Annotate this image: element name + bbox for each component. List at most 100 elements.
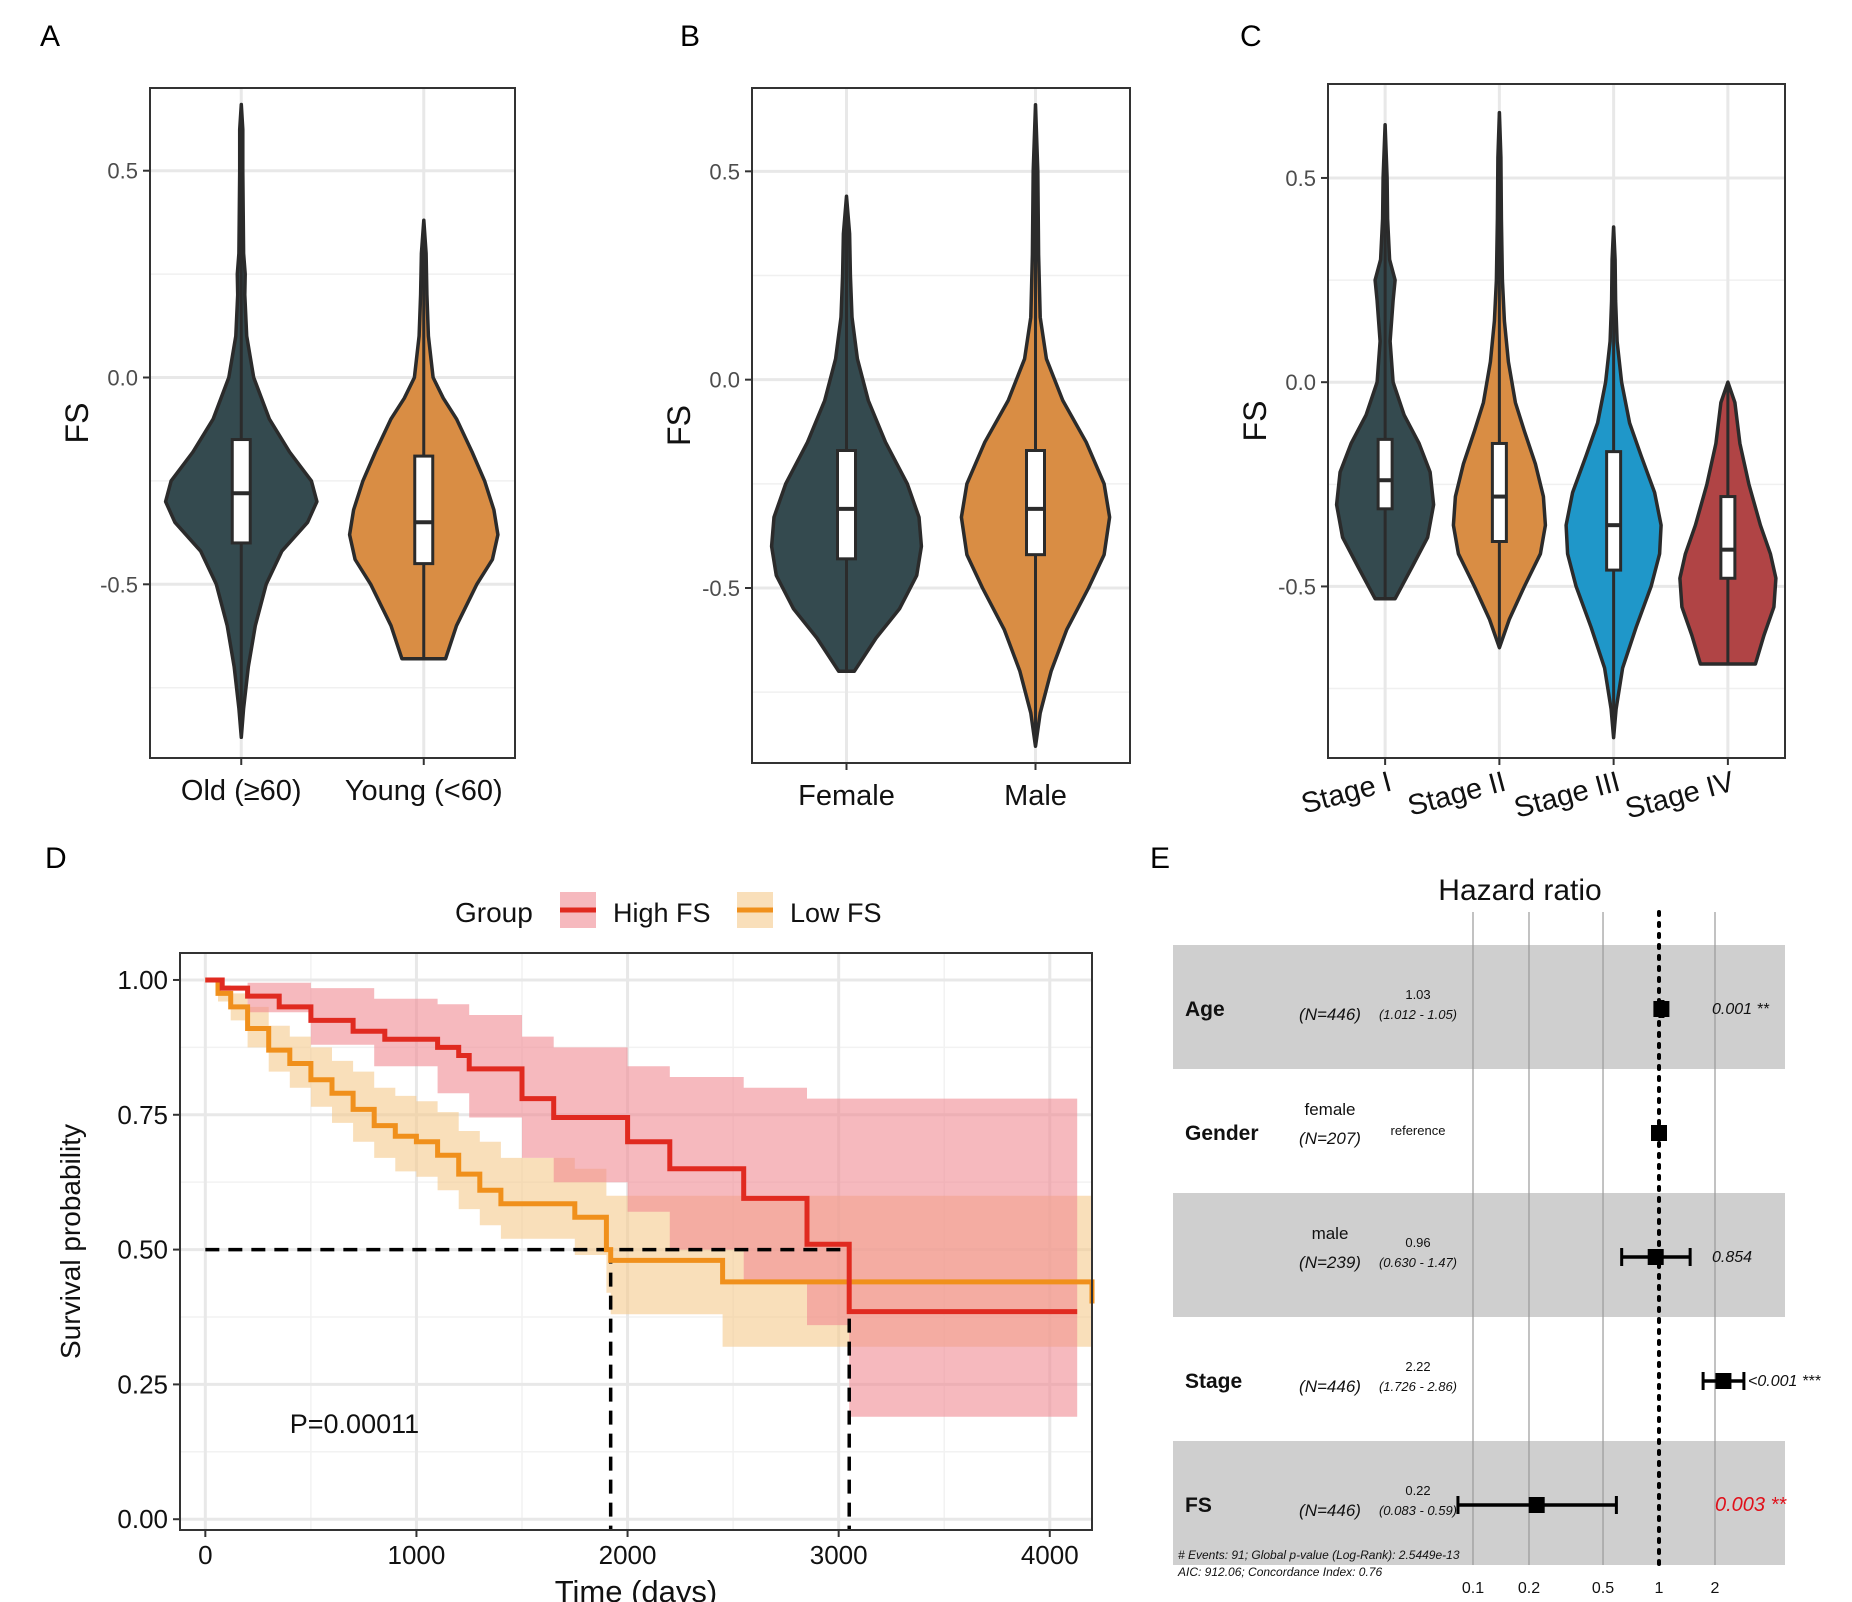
n-label: (N=446): [1299, 1501, 1361, 1520]
x-tick-label: Old (≥60): [181, 775, 302, 807]
plot-border: [149, 87, 516, 759]
violin-chart-b: 0.5 0.0 -0.5 Female Male FS: [661, 87, 1131, 812]
forest-plot-e: Hazard ratio Age (N=446) 1.03 (1.012 - 1.05)…: [1173, 874, 1821, 1597]
y-axis-title: FS: [1237, 401, 1273, 442]
hr-label: 2.22: [1405, 1359, 1430, 1374]
hr-point: [1653, 1001, 1670, 1017]
y-tick-label: 0.5: [107, 159, 138, 184]
x-tick-label: 4000: [1021, 1540, 1079, 1570]
y-tick-label: 0.00: [117, 1504, 168, 1534]
variable-label: Age: [1185, 998, 1225, 1021]
ci-label: (0.630 - 1.47): [1379, 1255, 1457, 1270]
level-label: male: [1312, 1224, 1349, 1243]
p-value-label: 0.854: [1712, 1249, 1752, 1266]
panel-label-e: E: [1150, 842, 1170, 875]
p-value-label: 0.001 **: [1712, 1001, 1770, 1018]
survival-chart-d: P=0.00011 0.00 0.25 0.50 0.75 1.00 0 1000 2000 30…: [55, 892, 1095, 1602]
n-label: (N=446): [1299, 1377, 1361, 1396]
box: [413, 454, 435, 566]
y-tick-label: -0.5: [702, 576, 740, 601]
y-axis-title: FS: [661, 405, 697, 446]
x-tick-label: 3000: [810, 1540, 868, 1570]
x-tick-label: Female: [798, 780, 895, 812]
row-shade: [1173, 1441, 1785, 1565]
hr-label: 0.96: [1405, 1235, 1430, 1250]
box: [1605, 450, 1623, 572]
ci-label: (1.012 - 1.05): [1379, 1007, 1457, 1022]
forest-x-tick-label: 0.5: [1592, 1580, 1614, 1597]
forest-x-tick-label: 1: [1655, 1580, 1664, 1597]
y-tick-label: 0.0: [1285, 370, 1316, 395]
y-tick-label: 0.0: [107, 366, 138, 391]
n-label: (N=207): [1299, 1129, 1361, 1148]
variable-label: Stage: [1185, 1370, 1242, 1393]
legend-label-high: High FS: [613, 898, 711, 928]
y-tick-label: -0.5: [100, 572, 138, 597]
y-axis-title: Survival probability: [55, 1124, 86, 1359]
hr-label: 0.22: [1405, 1483, 1430, 1498]
y-axis-title: FS: [59, 403, 95, 444]
plot-border: [1327, 83, 1786, 759]
forest-x-tick-label: 0.1: [1462, 1580, 1484, 1597]
y-tick-label: 0.25: [117, 1369, 168, 1399]
plot-border: [179, 952, 1093, 1531]
x-tick-label: Stage II: [1404, 766, 1509, 823]
forest-footer-1: # Events: 91; Global p-value (Log-Rank):…: [1178, 1548, 1460, 1562]
legend-label-low: Low FS: [790, 898, 882, 928]
panel-label-b: B: [680, 20, 700, 53]
forest-x-tick-label: 2: [1711, 1580, 1720, 1597]
ci-label: reference: [1391, 1123, 1446, 1138]
box: [1719, 495, 1737, 580]
plot-border: [751, 87, 1131, 764]
y-tick-label: 0.50: [117, 1235, 168, 1265]
y-tick-label: 0.5: [709, 159, 740, 184]
p-value-label: P=0.00011: [290, 1409, 419, 1439]
ci-label: (0.083 - 0.59): [1379, 1503, 1457, 1518]
x-tick-label: Stage III: [1511, 766, 1624, 825]
y-tick-label: 0.75: [117, 1100, 168, 1130]
hr-point: [1651, 1125, 1668, 1141]
hr-point: [1528, 1497, 1545, 1513]
x-tick-label: Male: [1004, 780, 1067, 812]
hr-point: [1715, 1373, 1732, 1389]
x-axis-title: Time (days): [555, 1574, 717, 1602]
x-tick-label: Stage I: [1298, 766, 1395, 821]
x-tick-label: 0: [198, 1540, 212, 1570]
forest-title: Hazard ratio: [1438, 874, 1601, 907]
y-tick-label: 0.0: [709, 368, 740, 393]
survival-curve-high: [205, 977, 1078, 1315]
y-tick-label: 0.5: [1285, 166, 1316, 191]
box: [230, 438, 252, 545]
violin-chart-a: 0.5 0.0 -0.5 Old (≥60) Young (<60) FS: [59, 87, 516, 807]
box: [1376, 437, 1394, 511]
variable-label: Gender: [1185, 1122, 1259, 1145]
panel-label-a: A: [40, 20, 60, 53]
row-shade: [1173, 945, 1785, 1069]
n-label: (N=446): [1299, 1005, 1361, 1024]
hr-point: [1647, 1249, 1664, 1265]
legend-title: Group: [455, 897, 533, 928]
n-label: (N=239): [1299, 1253, 1361, 1272]
y-tick-label: -0.5: [1278, 574, 1316, 599]
panel-label-c: C: [1240, 20, 1262, 53]
ci-band-high: [205, 980, 1078, 1417]
ci-label: (1.726 - 2.86): [1379, 1379, 1457, 1394]
x-tick-label: 2000: [599, 1540, 657, 1570]
box: [1025, 449, 1046, 557]
hr-label: 1.03: [1405, 987, 1430, 1002]
box: [1490, 441, 1508, 544]
box: [836, 449, 857, 561]
survival-curve-low: [205, 977, 1095, 1304]
row-shade: [1173, 1193, 1785, 1317]
x-tick-label: 1000: [388, 1540, 446, 1570]
violin-chart-c: 0.5 0.0 -0.5 Stage I Stage II Stage IIIStage …: [1237, 83, 1786, 826]
p-value-label: 0.003 **: [1715, 1494, 1787, 1516]
variable-label: FS: [1185, 1494, 1212, 1517]
x-tick-label: Stage IV: [1622, 766, 1738, 826]
panel-label-d: D: [45, 842, 67, 875]
y-tick-label: 1.00: [117, 965, 168, 995]
p-value-label: <0.001 ***: [1748, 1373, 1821, 1390]
forest-footer-2: AIC: 912.06; Concordance Index: 0.76: [1177, 1565, 1382, 1579]
forest-x-tick-label: 0.2: [1518, 1580, 1540, 1597]
